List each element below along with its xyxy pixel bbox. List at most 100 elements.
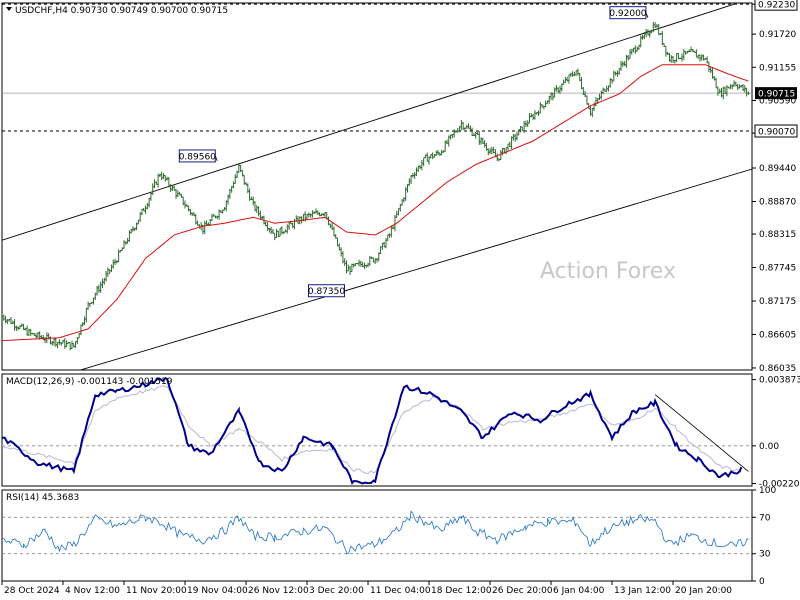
macd-trendline [654,394,749,472]
x-tick-label: 4 Nov 12:00 [65,586,120,596]
price-bar [332,226,336,237]
price-bar [713,75,716,81]
price-bar [420,159,424,171]
moving-average-line [2,64,749,342]
price-bar [474,131,477,139]
price-bar [108,269,111,275]
price-bar [83,316,86,326]
price-bar [571,71,574,77]
price-bar [121,247,124,252]
x-tick-label: 11 Nov 20:00 [126,586,187,596]
price-bar [25,325,29,336]
macd-title: MACD(12,26,9) -0.001143 -0.001519 [6,377,173,387]
price-bar [266,222,269,231]
annotation-label-0: 0.89560 [179,152,216,162]
x-tick-label: 6 Jan 04:00 [553,586,605,596]
price-bar [171,185,174,192]
price-bar [628,49,632,59]
price-bar [239,164,242,173]
price-bar [567,74,571,84]
price-bar [81,321,84,327]
y-tick-label: 0.89440 [759,164,796,174]
price-bar [422,157,425,167]
price-bar [626,55,630,61]
price-bar [671,56,675,64]
price-bar [413,171,416,179]
price-bar [160,171,163,181]
price-bar [183,200,187,209]
price-bar [436,149,440,156]
price-bar [103,277,106,285]
x-tick-label: 26 Dec 20:00 [492,586,553,596]
price-bar [273,232,276,241]
price-bar [110,264,113,272]
price-bar [286,224,289,234]
annotation-label-2: 0.92000 [609,9,646,19]
price-bar [707,61,711,73]
rsi-tick-label: 0 [759,577,765,587]
price-bar [151,183,154,195]
price-bar [490,146,494,155]
price-bar [745,87,748,97]
price-bar [670,55,673,63]
price-bar [187,205,190,212]
price-bar [714,77,718,89]
price-bar [700,54,703,61]
x-tick-label: 3 Dec 20:00 [309,586,364,596]
pane-frame-rsi [1,489,753,582]
price-bar [397,208,400,216]
price-bar [210,214,214,221]
y-tick-label: 0.87745 [759,264,796,274]
price-bar [736,83,739,91]
price-bar [496,153,499,162]
price-bar [664,45,668,57]
x-tick-label: 28 Oct 2024 [4,586,60,596]
level-box-0 [754,0,798,11]
price-bar [585,95,589,105]
price-bar [576,68,580,76]
price-bar [510,136,513,149]
price-bar [569,72,572,77]
price-bar [122,240,126,249]
price-bar [189,208,192,216]
price-bar [435,150,438,156]
price-bar [619,60,623,71]
price-bar [51,340,54,346]
price-bar [70,340,74,349]
price-bar [104,270,108,282]
rsi-line [1,510,749,555]
x-tick-label: 26 Nov 12:00 [248,586,309,596]
price-bar [140,208,144,216]
x-tick-label: 18 Dec 12:00 [431,586,492,596]
price-bar [426,152,429,162]
price-bar [58,339,61,345]
price-bar [409,175,413,185]
current-price-box [755,87,797,100]
price-bar [74,340,77,348]
y-tick-label: 0.91720 [759,30,796,40]
price-bar [4,315,7,324]
level-label-0: 0.92230 [758,1,795,11]
rsi-tick-label: 100 [759,486,776,496]
price-bar [259,210,262,220]
price-bar [526,120,529,128]
price-bar [268,227,271,233]
y-tick-label: 0.90590 [759,96,796,106]
price-bar [45,332,49,343]
price-bar [27,328,31,336]
macd-tick-label: 0.00 [759,442,779,452]
price-bar [504,147,508,155]
price-bar [616,70,619,77]
price-bar [483,140,486,148]
price-bar [478,131,481,145]
price-bar [533,110,537,120]
price-bar [461,121,465,131]
price-bar [657,24,660,36]
price-bar [388,233,391,238]
price-bar [747,91,750,95]
price-bar [144,205,147,214]
price-bar [348,265,352,275]
y-tick-label: 0.88870 [759,197,796,207]
price-bar [634,45,637,54]
